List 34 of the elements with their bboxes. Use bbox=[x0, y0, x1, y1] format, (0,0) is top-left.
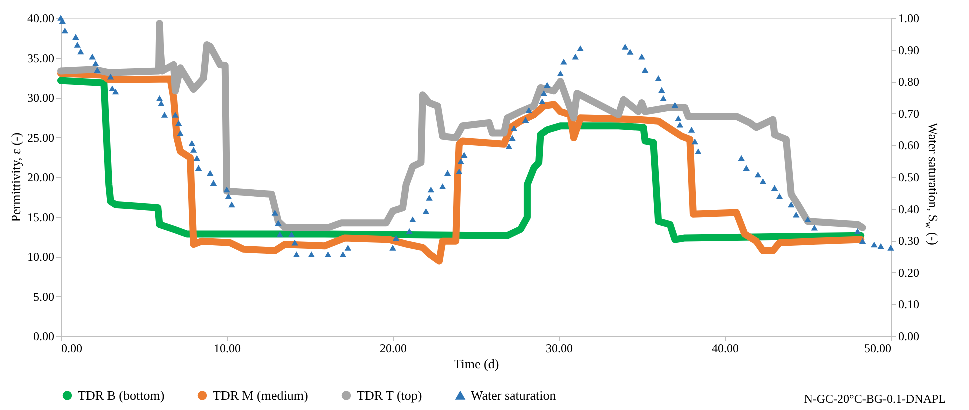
y2-tick-label: 0.40 bbox=[898, 202, 920, 216]
x-tick-label: 30.00 bbox=[546, 342, 573, 356]
y-tick-label: 10.00 bbox=[28, 250, 54, 264]
y-axis-title: Permittivity, ε (-) bbox=[8, 132, 24, 222]
x-tick-label: 0.00 bbox=[62, 342, 82, 356]
y-tick-label: 5.00 bbox=[34, 290, 54, 304]
y2-tick-label: 0.90 bbox=[898, 43, 920, 58]
legend-label: TDR B (bottom) bbox=[78, 388, 165, 403]
y2-tick-label: 1.00 bbox=[898, 12, 920, 26]
y2-tick-label: 0.30 bbox=[898, 234, 920, 248]
y2-tick-label: 0.20 bbox=[898, 266, 920, 280]
y-tick-label: 20.00 bbox=[28, 170, 54, 184]
y2-tick-label: 0.00 bbox=[898, 330, 920, 344]
x-tick-label: 10.00 bbox=[214, 342, 241, 356]
x-tick-label: 40.00 bbox=[712, 342, 739, 356]
y-tick-label: 40.00 bbox=[28, 12, 54, 26]
x-tick-label: 50.00 bbox=[864, 342, 892, 356]
y-tick-label: 15.00 bbox=[28, 210, 54, 224]
legend-label: TDR M (medium) bbox=[213, 388, 308, 403]
y-tick-label: 30.00 bbox=[28, 91, 54, 105]
x-axis-title: Time (d) bbox=[454, 356, 500, 372]
legend-label: Water saturation bbox=[471, 388, 557, 403]
y-tick-label: 25.00 bbox=[28, 130, 54, 145]
y2-tick-label: 0.10 bbox=[898, 298, 920, 312]
legend-label: TDR T (top) bbox=[357, 388, 422, 403]
y-tick-label: 0.00 bbox=[34, 330, 54, 344]
y2-tick-label: 0.80 bbox=[898, 75, 920, 90]
y2-axis-title: Water saturation, Sw (-) bbox=[924, 123, 941, 246]
y2-tick-label: 0.50 bbox=[898, 170, 920, 184]
text: N-GC-20°C-BG-0.1-DNAPL bbox=[804, 392, 946, 406]
y2-tick-label: 0.70 bbox=[898, 106, 920, 121]
y2-tick-label: 0.60 bbox=[898, 138, 920, 153]
x-tick-label: 20.00 bbox=[380, 342, 407, 356]
y-tick-label: 35.00 bbox=[28, 51, 54, 66]
